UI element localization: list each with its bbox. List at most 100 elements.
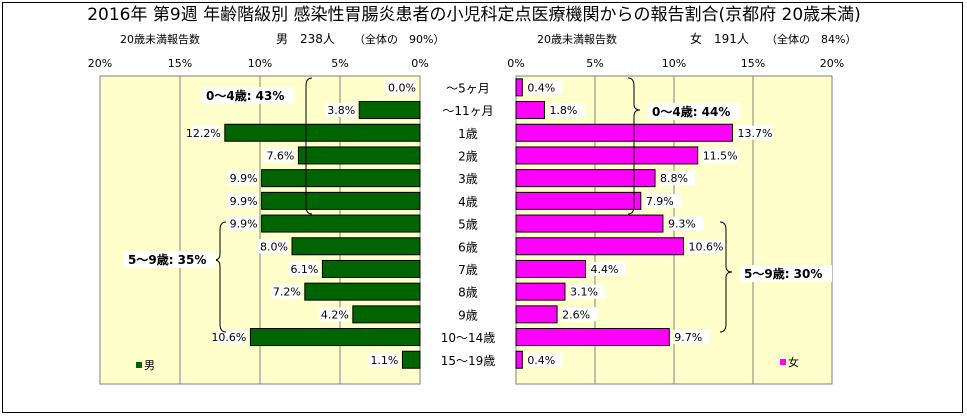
male-0-4-bracket [305,77,313,215]
male-value-label: 9.9% [230,218,258,231]
male-value-label: 1.1% [370,354,398,367]
male-value-label: 7.6% [266,149,294,162]
age-category-label: 7歳 [458,263,478,277]
male-value-label: 3.8% [327,104,355,117]
male-5-9-label-bg [124,251,216,268]
male-value-label: 6.1% [290,263,318,276]
male-value-label-bg [368,352,399,367]
female-value-label-bg [687,239,724,254]
male-value-label-bg [227,216,258,231]
male-bar [224,123,421,142]
female-header-name: 女 [690,31,702,46]
female-bar [515,305,558,324]
male-value-label-bg [270,284,301,299]
female-value-label: 9.7% [674,331,702,344]
age-category-label: 8歳 [458,286,478,300]
female-bar [515,259,587,278]
male-value-label-bg [325,103,356,118]
chart-frame [2,2,963,413]
male-5-9-annotation: 5～9歳: 35% [128,252,206,267]
male-bar [304,282,421,301]
male-bar [321,259,421,278]
female-bar [515,350,523,369]
male-value-label-bg [386,80,416,95]
female-value-label-bg [561,307,598,322]
male-value-label: 0.0% [388,81,416,94]
female-value-label: 3.1% [570,286,598,299]
male-value-label: 12.2% [186,127,221,140]
chart-title: 2016年 第9週 年齢階級別 感染性胃腸炎患者の小児科定点医療機関からの報告割… [87,5,861,25]
female-value-label-bg [701,148,738,163]
male-value-label-bg [227,193,258,208]
male-value-label: 4.2% [321,308,349,321]
male-x-tick-label: 5% [331,57,348,70]
female-header-share: （全体の 84%） [766,32,856,46]
female-header-count: 191人 [714,32,749,46]
female-x-tick-label: 15% [741,57,765,70]
female-bar [515,328,670,347]
bars [224,78,733,369]
male-bar [352,305,421,324]
male-value-label: 9.9% [230,195,258,208]
male-bar [358,101,421,120]
female-bar [515,123,733,142]
female-value-label-bg [736,125,773,140]
male-0-4-annotation: 0～4歳: 43% [206,88,284,103]
age-category-label: 5歳 [458,218,478,232]
age-category-label: 9歳 [458,308,478,322]
male-bar [261,191,421,210]
male-header-share: （全体の 90%） [354,32,444,46]
male-bar [297,146,421,165]
female-0-4-bracket [627,77,641,215]
female-value-label-bg [666,216,703,231]
male-value-label: 7.2% [273,286,301,299]
female-x-tick-label: 10% [662,57,686,70]
male-x-tick-label: 0% [411,57,428,70]
female-value-label: 8.8% [660,172,688,185]
age-category-label: ～5ヶ月 [446,81,490,95]
female-value-label-bg [659,171,696,186]
male-legend-label: 男 [144,359,155,372]
female-0-4-annotation: 0～4歳: 44% [652,104,730,119]
male-x-tick-label: 20% [88,57,112,70]
age-category-label: 4歳 [458,195,478,209]
male-value-label-bg [227,171,258,186]
age-category-label: 1歳 [458,127,478,141]
male-value-label: 10.6% [211,331,246,344]
female-5-9-label-bg [740,265,832,282]
male-header-count: 238人 [300,32,335,46]
female-bar [515,146,699,165]
female-legend-label: 女 [788,355,799,369]
female-value-label: 1.8% [549,104,577,117]
male-value-label: 8.0% [260,240,288,253]
female-5-9-bracket [719,221,733,333]
age-category-label: ～11ヶ月 [442,104,493,118]
male-value-label: 9.9% [230,172,258,185]
female-bar [515,191,642,210]
female-value-label: 0.4% [527,354,555,367]
male-x-tick-label: 15% [168,57,192,70]
age-category-label: 6歳 [458,240,478,254]
male-bar [261,214,421,233]
female-bar [515,78,523,97]
female-0-4-label-bg [648,103,740,120]
female-bar [515,214,664,233]
age-categories: ～5ヶ月 ～11ヶ月 1歳 2歳 3歳 4歳 5歳 6歳 7歳 8歳 9歳 10～14歳 15～19歳 [441,81,496,367]
female-value-label-bg [548,103,585,118]
female-value-label: 11.5% [703,149,738,162]
male-header-name: 男 [276,32,288,46]
age-category-label: 10～14歳 [441,331,496,345]
male-bar [249,328,421,347]
male-0-4-label-bg [202,87,294,104]
age-category-label: 2歳 [458,149,478,163]
female-value-label: 0.4% [527,81,555,94]
female-x-tick-label: 0% [507,57,524,70]
female-value-label-bg [568,284,605,299]
female-value-label: 9.3% [668,218,696,231]
female-bar [515,282,566,301]
female-legend-swatch [780,359,786,365]
female-value-label: 2.6% [562,308,590,321]
female-value-label-bg [526,352,563,367]
data-labels: 0.0% 0.4%3.8% 1.8%12.2% 13.7%7.6% 11.5%9.9% 8… [186,80,773,367]
